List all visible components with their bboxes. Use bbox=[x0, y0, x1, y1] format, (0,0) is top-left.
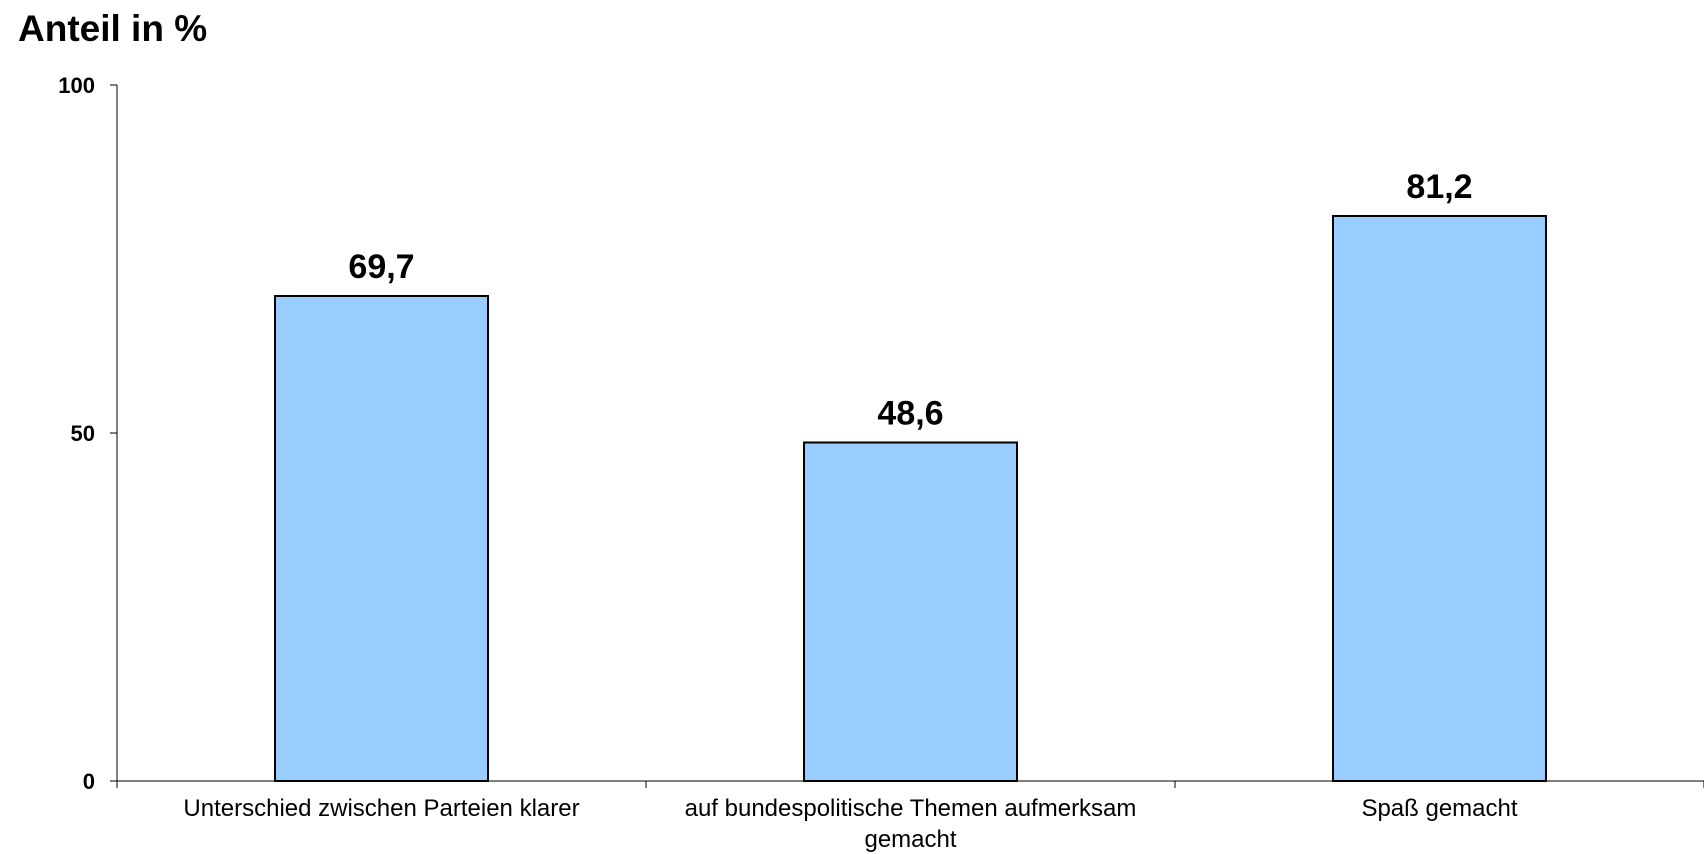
y-tick-label: 50 bbox=[71, 421, 95, 446]
x-category-label: gemacht bbox=[864, 826, 956, 853]
x-axis-ticks: Unterschied zwischen Parteien klarer auf … bbox=[116, 781, 1704, 853]
y-axis-ticks: 0 50 100 bbox=[58, 73, 117, 794]
y-axis-title: Anteil in % bbox=[18, 8, 207, 49]
y-tick-label: 0 bbox=[83, 769, 95, 794]
bar-value-label: 69,7 bbox=[348, 248, 414, 286]
bar bbox=[803, 441, 1018, 782]
bar-value-label: 81,2 bbox=[1406, 168, 1472, 206]
x-category-label: Spaß gemacht bbox=[1361, 795, 1517, 822]
bar bbox=[1332, 214, 1547, 782]
bar bbox=[274, 294, 489, 782]
x-category-label: Unterschied zwischen Parteien klarer bbox=[183, 795, 579, 822]
bars-group bbox=[274, 214, 1547, 782]
x-category-label: auf bundespolitische Themen aufmerksam bbox=[685, 795, 1137, 822]
data-labels-group: 69,7 48,6 81,2 bbox=[348, 168, 1472, 433]
y-tick-label: 100 bbox=[58, 73, 95, 98]
bar-value-label: 48,6 bbox=[877, 395, 943, 433]
